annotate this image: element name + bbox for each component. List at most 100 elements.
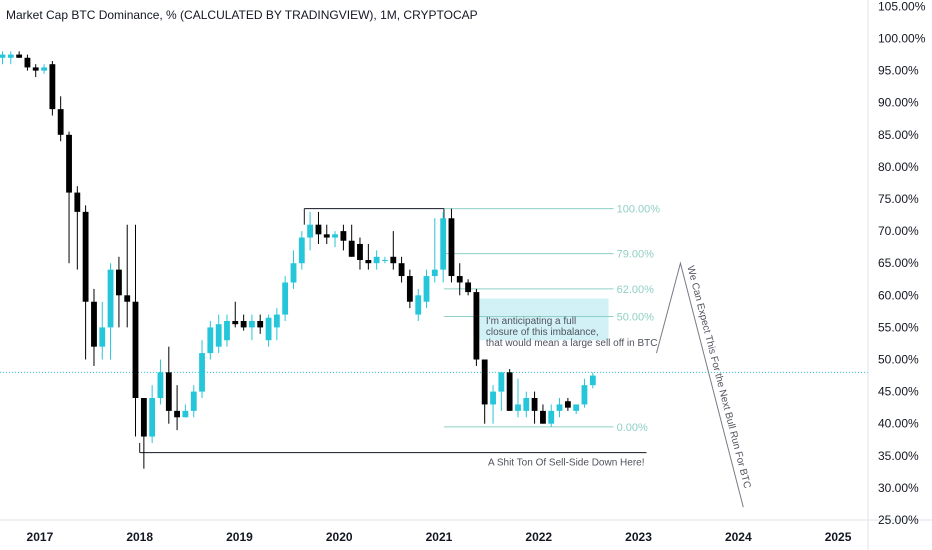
candle <box>473 288 480 366</box>
y-tick-label: 85.00% <box>878 128 919 142</box>
candle-body <box>540 410 546 424</box>
candle <box>390 231 397 270</box>
candle <box>581 378 588 408</box>
candle-body <box>66 134 72 193</box>
y-tick-label: 75.00% <box>878 192 919 206</box>
candle-body <box>515 404 521 411</box>
y-tick-label: 90.00% <box>878 96 919 110</box>
candle-body <box>290 263 297 283</box>
candle-body <box>365 260 372 264</box>
candle <box>531 391 538 424</box>
candle <box>282 276 289 321</box>
candle <box>373 250 380 270</box>
candle-body <box>456 276 463 283</box>
candle <box>290 250 297 289</box>
x-tick-label: 2024 <box>725 530 752 544</box>
candle <box>357 237 363 270</box>
candle-body <box>298 237 305 264</box>
candle <box>589 372 596 389</box>
candle <box>57 96 64 142</box>
candle-body <box>190 391 197 411</box>
candle <box>415 288 422 321</box>
candle-body <box>481 359 488 405</box>
candle-body <box>473 292 480 360</box>
candle-body <box>556 404 563 411</box>
candle-body <box>531 398 538 411</box>
candle <box>431 218 438 283</box>
candle <box>232 301 239 328</box>
candle <box>556 398 563 418</box>
candle-body <box>49 64 56 110</box>
candle <box>174 385 181 431</box>
candle-body <box>548 410 555 424</box>
imbalance-note-line: I'm anticipating a full <box>486 316 576 327</box>
candle <box>215 314 222 354</box>
candle <box>423 269 430 309</box>
candle <box>440 211 447 283</box>
candle-body <box>124 295 131 302</box>
candle <box>498 372 505 411</box>
candle-body <box>140 398 147 437</box>
x-tick-label: 2019 <box>226 530 253 544</box>
candle-body <box>573 404 580 411</box>
candle <box>157 359 164 405</box>
candle <box>7 51 14 65</box>
candle <box>456 263 463 296</box>
candle <box>99 301 106 360</box>
candle-body <box>16 54 23 58</box>
candle-body <box>107 269 114 328</box>
candle <box>523 391 530 418</box>
candle-body <box>265 317 272 341</box>
candle <box>116 256 122 328</box>
candle <box>182 404 189 418</box>
candle <box>323 224 330 244</box>
fib-level-label: 50.00% <box>617 311 655 323</box>
candle <box>273 308 280 341</box>
chart-title: Market Cap BTC Dominance, % (CALCULATED … <box>6 8 478 22</box>
candle <box>573 404 580 415</box>
candle <box>207 320 214 360</box>
x-tick-label: 2018 <box>126 530 153 544</box>
candle <box>165 346 172 424</box>
x-tick-label: 2025 <box>825 530 852 544</box>
candle <box>490 385 496 424</box>
y-tick-label: 35.00% <box>878 449 919 463</box>
candle-body <box>423 276 430 302</box>
candle-body <box>357 243 363 260</box>
candle-body <box>589 375 596 386</box>
candle-body <box>199 353 205 392</box>
x-tick-label: 2021 <box>426 530 453 544</box>
candle <box>199 340 205 399</box>
candle <box>0 51 6 65</box>
x-tick-label: 2022 <box>525 530 552 544</box>
fib-level-label: 79.00% <box>617 249 655 261</box>
candle <box>465 279 472 296</box>
x-tick-label: 2023 <box>625 530 652 544</box>
candle <box>315 211 322 244</box>
candle-body <box>406 276 413 302</box>
candle-body <box>506 372 513 411</box>
y-tick-label: 45.00% <box>878 385 919 399</box>
candle <box>190 385 197 418</box>
candle-body <box>398 263 405 277</box>
candle-body <box>7 54 14 58</box>
candle-body <box>182 410 189 418</box>
candle-body <box>41 67 48 71</box>
bull-run-note: We Can Expect This For the Next Bull Run… <box>684 265 752 490</box>
candle <box>298 231 305 270</box>
y-tick-label: 25.00% <box>878 513 919 527</box>
candle <box>124 224 131 328</box>
y-tick-label: 100.00% <box>878 32 926 46</box>
y-tick-label: 70.00% <box>878 224 919 238</box>
imbalance-note-line: closure of this imbalance, <box>486 327 599 338</box>
candle <box>332 231 338 248</box>
candle-body <box>564 401 571 408</box>
candle <box>132 224 139 437</box>
candle-body <box>307 224 313 238</box>
projection-path <box>656 261 744 508</box>
candle-body <box>82 211 89 302</box>
candle <box>506 369 513 411</box>
candle <box>74 186 81 270</box>
candle <box>365 243 372 270</box>
